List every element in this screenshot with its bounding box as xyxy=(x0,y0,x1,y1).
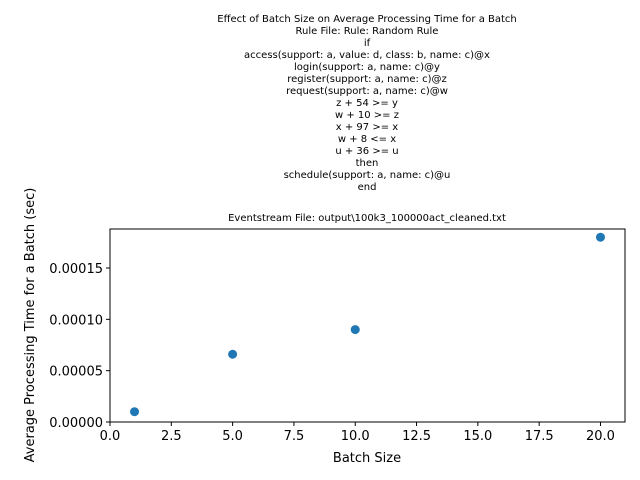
y-tick-label: 0.00005 xyxy=(49,365,103,380)
x-tick-label: 7.5 xyxy=(284,429,305,444)
data-point xyxy=(595,232,605,242)
x-tick-label: 12.5 xyxy=(402,429,431,444)
plot-area xyxy=(109,228,626,423)
data-point xyxy=(228,349,238,359)
title-line: z + 54 >= y xyxy=(336,98,398,109)
title-line: request(support: a, name: c)@w xyxy=(286,86,448,97)
title-line: if xyxy=(364,38,371,49)
title-line: Rule File: Rule: Random Rule xyxy=(296,26,439,37)
y-axis-label: Average Processing Time for a Batch (sec… xyxy=(23,188,38,463)
title-line: then xyxy=(356,158,379,169)
title-line: end xyxy=(358,182,377,193)
x-tick-label: 15.0 xyxy=(463,429,492,444)
title-line: w + 10 >= z xyxy=(335,110,399,121)
x-tick-label: 0.0 xyxy=(100,429,121,444)
title-line: register(support: a, name: c)@z xyxy=(287,74,446,85)
title-line: w + 8 <= x xyxy=(338,134,396,145)
title-line: Effect of Batch Size on Average Processi… xyxy=(217,14,517,25)
x-tick-label: 5.0 xyxy=(222,429,243,444)
y-tick-label: 0.00000 xyxy=(49,416,103,431)
x-tick-label: 17.5 xyxy=(525,429,554,444)
chart-subtitle: Eventstream File: output\100k3_100000act… xyxy=(228,213,506,224)
x-tick-label: 2.5 xyxy=(161,429,182,444)
data-point xyxy=(350,325,360,335)
y-tick-label: 0.00010 xyxy=(49,313,103,328)
chart-title: Effect of Batch Size on Average Processi… xyxy=(217,14,517,193)
data-points xyxy=(130,232,605,417)
data-point xyxy=(130,407,140,417)
title-line: x + 97 >= x xyxy=(336,122,398,133)
y-tick-label: 0.00015 xyxy=(49,262,103,277)
x-axis-label: Batch Size xyxy=(333,451,401,466)
x-tick-label: 10.0 xyxy=(341,429,370,444)
title-line: schedule(support: a, name: c)@u xyxy=(284,170,451,181)
y-axis: 0.00000 0.00005 0.00010 0.00015 xyxy=(49,262,110,431)
title-line: u + 36 >= u xyxy=(335,146,398,157)
x-tick-label: 20.0 xyxy=(586,429,615,444)
title-line: login(support: a, name: c)@y xyxy=(294,62,440,73)
title-line: access(support: a, value: d, class: b, n… xyxy=(244,50,490,61)
x-axis: 0.0 2.5 5.0 7.5 10.0 12.5 15.0 17.5 20.0 xyxy=(100,422,615,444)
